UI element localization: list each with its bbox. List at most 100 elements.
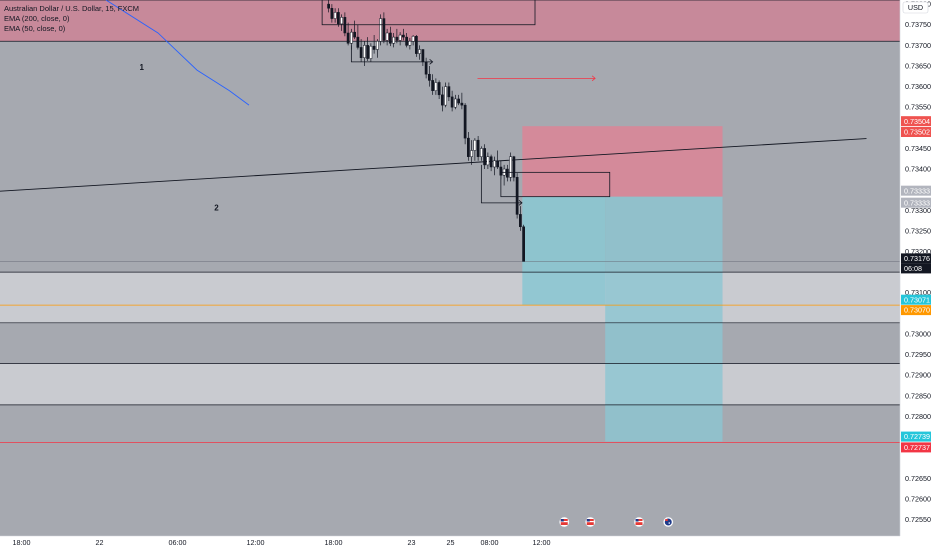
price-axis-panel[interactable] xyxy=(900,0,932,550)
candle[interactable] xyxy=(327,3,330,9)
price-tag-bg xyxy=(901,294,931,305)
candle[interactable] xyxy=(389,32,392,44)
candle[interactable] xyxy=(486,156,490,166)
candle[interactable] xyxy=(350,31,353,44)
take-profit-zone[interactable] xyxy=(605,196,723,442)
time-tick-label: 22 xyxy=(96,538,104,547)
candle[interactable] xyxy=(424,61,428,75)
candle[interactable] xyxy=(428,73,431,81)
au-flag-star-icon xyxy=(668,522,671,524)
time-tick-label: 12:00 xyxy=(533,538,551,547)
zones-layer xyxy=(0,0,900,442)
candle[interactable] xyxy=(450,96,454,108)
price-tick-label: 0.73200 xyxy=(905,247,931,256)
candle[interactable] xyxy=(496,160,499,168)
candle[interactable] xyxy=(395,36,399,41)
price-tag-bg xyxy=(901,431,931,442)
candle[interactable] xyxy=(415,36,418,54)
candle[interactable] xyxy=(343,17,347,34)
annotation-arrow-1[interactable] xyxy=(350,45,433,63)
candle[interactable] xyxy=(522,226,525,262)
candle[interactable] xyxy=(444,86,447,106)
take-profit-zone-inner[interactable] xyxy=(522,196,606,306)
stop-loss-zone[interactable] xyxy=(522,126,723,197)
candle[interactable] xyxy=(376,40,379,50)
candle[interactable] xyxy=(454,98,457,108)
candle[interactable] xyxy=(441,94,444,106)
candle[interactable] xyxy=(369,45,373,59)
candle[interactable] xyxy=(405,36,408,46)
candle[interactable] xyxy=(480,148,483,157)
candle[interactable] xyxy=(437,82,441,96)
candle[interactable] xyxy=(359,47,363,58)
candle[interactable] xyxy=(515,177,519,215)
candle[interactable] xyxy=(476,139,480,157)
candle[interactable] xyxy=(337,12,340,25)
time-tick-label: 25 xyxy=(447,538,455,547)
price-tags: 0.73504 0.73502 0.73333 0.73333 0.7317606:08… xyxy=(901,116,931,453)
candle[interactable] xyxy=(457,98,460,104)
candle[interactable] xyxy=(330,7,334,19)
candle[interactable] xyxy=(434,82,438,91)
candle[interactable] xyxy=(408,40,412,46)
candle[interactable] xyxy=(385,32,389,41)
entry-rectangle[interactable] xyxy=(500,171,611,198)
candles-layer[interactable] xyxy=(327,0,525,262)
supply-zone[interactable] xyxy=(0,0,900,42)
legend-symbol[interactable]: Australian Dollar / U.S. Dollar, 15, FXC… xyxy=(4,4,140,13)
candle[interactable] xyxy=(421,49,425,63)
candle[interactable] xyxy=(519,214,522,228)
chart-legend[interactable]: Australian Dollar / U.S. Dollar, 15, FXC… xyxy=(4,4,139,34)
price-tag-label: 0.73071 xyxy=(904,295,930,304)
candle[interactable] xyxy=(379,18,382,42)
candle[interactable] xyxy=(353,31,356,38)
candle[interactable] xyxy=(512,156,516,178)
candle[interactable] xyxy=(372,45,376,50)
legend-ema-50[interactable]: EMA (50, close, 0) xyxy=(4,24,66,33)
candle[interactable] xyxy=(398,34,402,41)
candle[interactable] xyxy=(431,80,434,91)
candle[interactable] xyxy=(382,18,386,41)
candle[interactable] xyxy=(473,139,477,151)
candle[interactable] xyxy=(418,49,421,54)
time-axis-panel[interactable] xyxy=(0,536,900,550)
currency-button[interactable]: USD xyxy=(902,1,929,14)
candle[interactable] xyxy=(460,102,464,106)
candle[interactable] xyxy=(463,104,467,139)
candle[interactable] xyxy=(340,17,343,25)
candle[interactable] xyxy=(509,156,512,178)
candle[interactable] xyxy=(356,36,360,48)
candle[interactable] xyxy=(467,137,470,157)
supply-rectangle[interactable] xyxy=(321,0,536,26)
event-icons[interactable] xyxy=(559,516,674,528)
price-tag-label: 0.73502 xyxy=(904,128,930,137)
support-band-upper[interactable] xyxy=(0,272,900,323)
candle[interactable] xyxy=(402,34,405,38)
candle[interactable] xyxy=(346,32,350,44)
candle[interactable] xyxy=(411,36,415,42)
currency-label: USD xyxy=(908,3,923,12)
drawings-layer[interactable]: 12 xyxy=(140,0,611,212)
candle[interactable] xyxy=(366,45,369,59)
candle[interactable] xyxy=(489,156,493,168)
trendline[interactable] xyxy=(0,138,867,205)
annotation-arrow-2[interactable] xyxy=(480,164,522,204)
candle[interactable] xyxy=(333,12,337,19)
candle[interactable] xyxy=(493,160,496,168)
candle[interactable] xyxy=(470,150,473,157)
price-tick-label: 0.73750 xyxy=(905,20,931,29)
candle[interactable] xyxy=(363,45,366,58)
legend-ema-200[interactable]: EMA (200, close, 0) xyxy=(4,14,70,23)
time-axis[interactable]: 2106:0012:0018:002206:0012:0018:00232508… xyxy=(0,538,551,547)
ema-200-line[interactable] xyxy=(105,0,250,106)
candle[interactable] xyxy=(506,168,509,178)
time-tick-label: 18:00 xyxy=(13,538,31,547)
candle[interactable] xyxy=(392,36,395,44)
candle[interactable] xyxy=(447,86,451,98)
price-tick-label: 0.73450 xyxy=(905,144,931,153)
price-tick-label: 0.72800 xyxy=(905,412,931,421)
support-band-lower[interactable] xyxy=(0,363,900,405)
candle[interactable] xyxy=(483,148,486,166)
